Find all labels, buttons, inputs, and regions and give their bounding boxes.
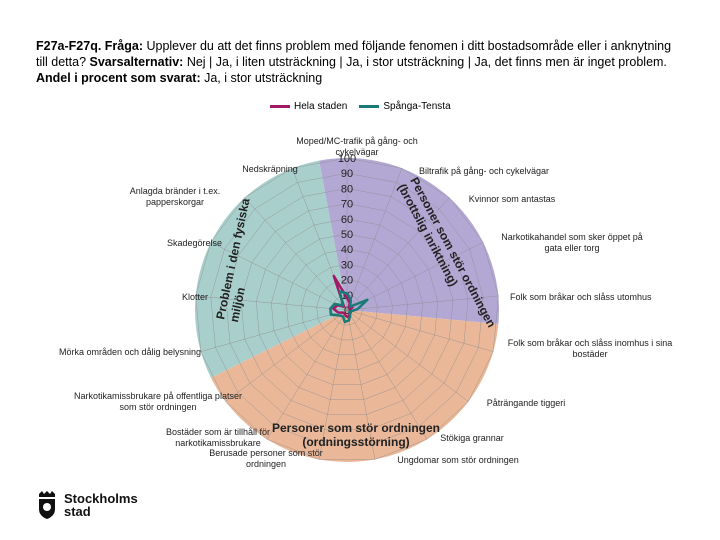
grid-spoke: [346, 309, 376, 460]
grid-spoke: [346, 309, 469, 402]
grid-ring: [286, 248, 408, 370]
logo: Stockholms stad: [36, 490, 138, 520]
grid-spoke: [346, 197, 450, 311]
grid-spoke: [346, 295, 499, 311]
category-label: Skadegörelse: [167, 238, 222, 248]
grid-spoke: [210, 242, 348, 311]
category-label: Stökiga grannar: [440, 433, 504, 443]
grid-ring: [210, 172, 484, 445]
grid-spoke: [225, 309, 348, 402]
question-text: Upplever du att det finns problem med fö…: [36, 39, 672, 69]
category-label: Narkotikahandel som sker öppet på gata el…: [501, 232, 643, 253]
sector-fysiska-miljon: [195, 160, 347, 378]
legend-item-hela-staden: Hela staden: [270, 101, 347, 112]
tick-label: 0: [344, 305, 350, 317]
tick-label: 30: [341, 259, 353, 271]
category-label: Bostäder som är tillhåll för narkotikamis…: [166, 427, 270, 448]
legend-swatch-hela-staden: [270, 105, 290, 108]
share-text: Ja, i stor utsträckning: [204, 71, 323, 85]
tick-label: 70: [341, 199, 353, 211]
grid-ring: [271, 233, 423, 385]
category-label: Ungdomar som stör ordningen: [397, 455, 519, 465]
grid-spoke: [346, 309, 428, 440]
legend-swatch-spanga-tensta: [359, 105, 380, 108]
tick-label: 40: [341, 244, 353, 256]
logo-text: Stockholms stad: [64, 492, 138, 518]
category-label: Folk som bråkar och slåss utomhus: [510, 292, 652, 302]
tick-label: 90: [341, 168, 353, 180]
grid-ring: [195, 157, 499, 460]
category-label: Moped/MC-trafik på gång- och cykelvägar: [296, 136, 418, 157]
tick-label: 20: [341, 275, 353, 287]
category-label: Nedskräpning: [242, 164, 298, 174]
grid-spoke: [346, 242, 484, 311]
group-label-ordning: Personer som stör ordningen (ordningsstör…: [272, 421, 440, 449]
logo-line-2: stad: [64, 504, 91, 519]
stockholm-crown-shield-icon: [39, 491, 55, 519]
category-label: Klotter: [182, 292, 208, 302]
question-label: F27a-F27q. Fråga:: [36, 39, 143, 53]
sector-brottslig-inriktning: [319, 158, 499, 325]
category-label: Mörka områden och dålig belysning: [59, 347, 201, 357]
tick-label: 80: [341, 183, 353, 195]
grid-spoke: [244, 197, 348, 311]
category-label: Berusade personer som stör ordningen: [209, 448, 323, 469]
category-label: Kvinnor som antastas: [469, 194, 556, 204]
sector-ordningsstorning: [210, 310, 499, 462]
legend-label-spanga-tensta: Spånga-Tensta: [383, 101, 451, 112]
tick-label: 100: [338, 153, 356, 165]
category-label: Folk som bråkar och slåss inomhus i sina…: [508, 338, 673, 359]
grid-ring: [301, 264, 393, 356]
category-label: Påträngande tiggeri: [487, 398, 566, 408]
chart-legend: Hela staden Spånga-Tensta: [270, 101, 451, 112]
grid-ring: [225, 188, 469, 430]
grid-ring: [240, 203, 454, 415]
grid-spoke: [346, 168, 403, 311]
tick-label: 50: [341, 229, 353, 241]
grid-ring: [255, 218, 439, 400]
grid-spoke: [195, 295, 348, 311]
legend-item-spanga-tensta: Spånga-Tensta: [359, 101, 451, 112]
grid-spoke: [200, 309, 348, 352]
category-label: Biltrafik på gång- och cykelvägar: [419, 166, 549, 176]
legend-label-hela-staden: Hela staden: [294, 101, 348, 112]
series-line-sp-nga-tensta: [329, 290, 369, 324]
alternatives-label: Svarsalternativ:: [89, 55, 184, 69]
category-label: Anlagda bränder i t.ex. papperskorgar: [130, 186, 221, 207]
tick-label: 60: [341, 214, 353, 226]
grid-ring: [316, 279, 378, 341]
grid-spoke: [346, 309, 494, 352]
logo-line-1: Stockholms: [64, 491, 138, 506]
chart-title: F27a-F27q. Fråga: Upplever du att det fi…: [36, 38, 686, 86]
alternatives-text: Nej | Ja, i liten utsträckning | Ja, i s…: [186, 55, 667, 69]
share-label: Andel i procent som svarat:: [36, 71, 201, 85]
grid-spoke: [266, 309, 348, 440]
category-label: Narkotikamissbrukare på offentliga plats…: [74, 391, 242, 412]
grid-spoke: [318, 309, 348, 460]
